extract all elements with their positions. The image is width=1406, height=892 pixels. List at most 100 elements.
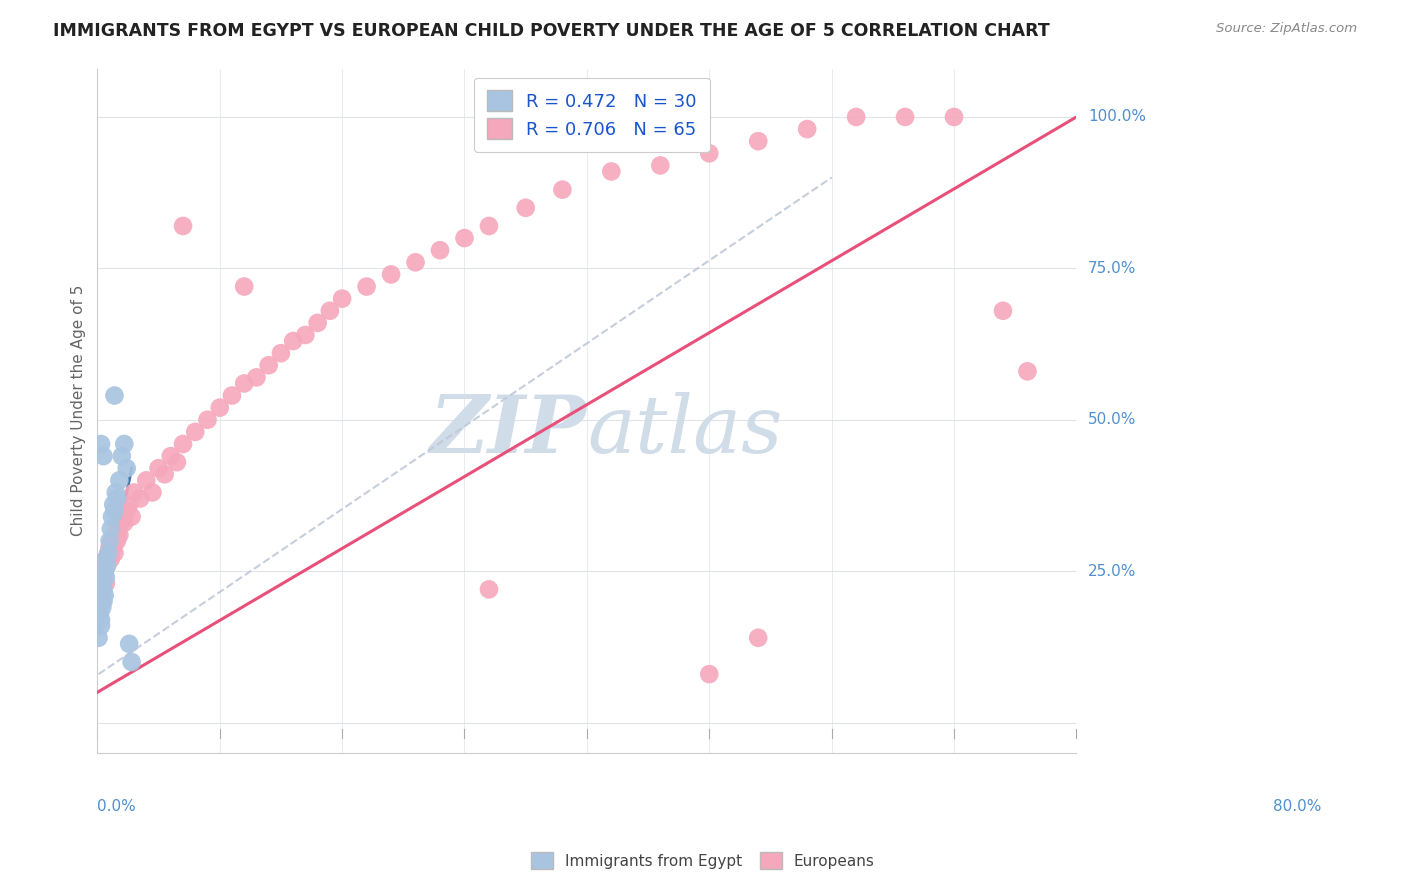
Point [233, 376, 256, 391]
Point [270, 346, 292, 360]
Point [108, 528, 131, 542]
Point [104, 485, 127, 500]
Point [697, 667, 720, 681]
Point [112, 516, 135, 530]
Point [148, 461, 170, 475]
Point [159, 449, 181, 463]
Point [551, 183, 574, 197]
Point [91, 588, 114, 602]
Point [93, 582, 115, 597]
Point [478, 219, 501, 233]
Point [107, 522, 129, 536]
Point [104, 528, 127, 542]
Point [141, 485, 163, 500]
Text: 25.0%: 25.0% [1088, 564, 1136, 579]
Point [93, 594, 115, 608]
Text: IMMIGRANTS FROM EGYPT VS EUROPEAN CHILD POVERTY UNDER THE AGE OF 5 CORRELATION C: IMMIGRANTS FROM EGYPT VS EUROPEAN CHILD … [53, 22, 1050, 40]
Point [90, 613, 112, 627]
Point [135, 473, 157, 487]
Point [515, 201, 537, 215]
Point [94, 552, 117, 566]
Point [991, 303, 1014, 318]
Point [93, 558, 115, 573]
Point [98, 540, 121, 554]
Point [91, 600, 114, 615]
Point [453, 231, 475, 245]
Point [103, 498, 125, 512]
Point [100, 522, 122, 536]
Legend: Immigrants from Egypt, Europeans: Immigrants from Egypt, Europeans [524, 846, 882, 875]
Point [91, 576, 114, 591]
Point [600, 164, 623, 178]
Point [697, 146, 720, 161]
Point [129, 491, 152, 506]
Point [100, 552, 122, 566]
Point [96, 558, 118, 573]
Text: ZIP: ZIP [430, 392, 586, 470]
Point [650, 158, 672, 172]
Legend: R = 0.472   N = 30, R = 0.706   N = 65: R = 0.472 N = 30, R = 0.706 N = 65 [474, 78, 710, 152]
Point [943, 110, 966, 124]
Point [115, 503, 138, 517]
Point [93, 570, 115, 584]
Point [166, 455, 188, 469]
Point [90, 437, 112, 451]
Point [796, 122, 818, 136]
Point [112, 437, 135, 451]
Point [110, 516, 132, 530]
Text: 100.0%: 100.0% [1088, 110, 1146, 125]
Point [89, 607, 111, 621]
Point [93, 588, 115, 602]
Point [221, 388, 243, 402]
Point [90, 618, 112, 632]
Point [478, 582, 501, 597]
Text: 80.0%: 80.0% [1272, 799, 1322, 814]
Point [96, 558, 118, 573]
Point [747, 134, 769, 148]
Point [93, 564, 115, 578]
Point [90, 582, 112, 597]
Point [87, 631, 110, 645]
Point [89, 582, 111, 597]
Point [93, 449, 115, 463]
Point [747, 631, 769, 645]
Point [101, 533, 124, 548]
Text: Source: ZipAtlas.com: Source: ZipAtlas.com [1216, 22, 1357, 36]
Point [184, 425, 207, 439]
Point [103, 503, 125, 517]
Point [97, 546, 120, 560]
Text: atlas: atlas [586, 392, 782, 470]
Point [233, 279, 256, 293]
Point [894, 110, 917, 124]
Point [103, 540, 125, 554]
Point [172, 219, 194, 233]
Point [105, 533, 128, 548]
Point [108, 473, 131, 487]
Point [153, 467, 176, 482]
Point [89, 594, 111, 608]
Point [111, 509, 134, 524]
Point [405, 255, 427, 269]
Point [122, 485, 145, 500]
Point [94, 576, 117, 591]
Point [98, 533, 121, 548]
Text: 0.0%: 0.0% [97, 799, 136, 814]
Point [172, 437, 194, 451]
Point [93, 564, 115, 578]
Point [330, 292, 353, 306]
Point [283, 334, 305, 348]
Point [103, 388, 125, 402]
Point [101, 509, 124, 524]
Point [97, 546, 120, 560]
Point [121, 655, 143, 669]
Point [91, 594, 114, 608]
Point [307, 316, 329, 330]
Text: 50.0%: 50.0% [1088, 412, 1136, 427]
Point [294, 328, 316, 343]
Point [356, 279, 378, 293]
Point [94, 552, 117, 566]
Point [845, 110, 868, 124]
Point [380, 268, 402, 282]
Point [121, 509, 143, 524]
Point [429, 243, 451, 257]
